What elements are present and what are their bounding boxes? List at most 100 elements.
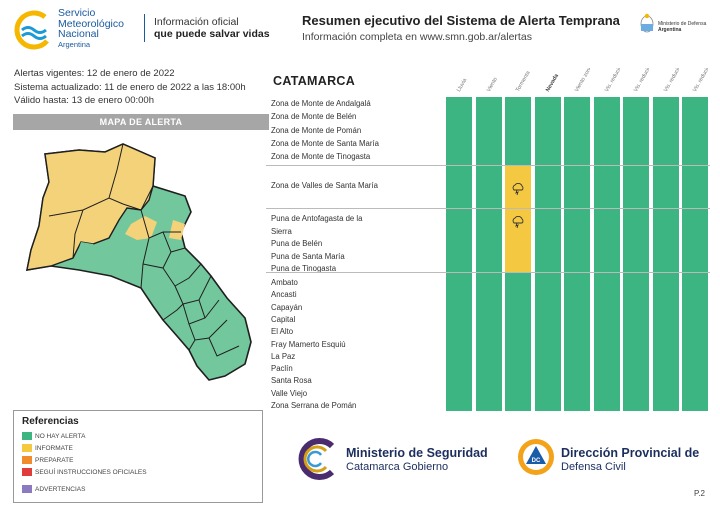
- column-header-label: Lluvia: [456, 77, 469, 93]
- header-divider: [144, 14, 145, 42]
- zone-label: Zona de Monte de Belén: [271, 112, 357, 122]
- column-header: Nevada: [535, 68, 561, 96]
- alert-cell-no-alert: [446, 97, 472, 165]
- province-title: CATAMARCA: [273, 74, 356, 88]
- page-number: P.2: [694, 489, 705, 498]
- zone-label: Ancasti: [271, 290, 297, 300]
- alert-cell-no-alert: [652, 97, 679, 165]
- group-divider: [266, 165, 710, 166]
- coat-of-arms-icon: [640, 13, 654, 33]
- column-header: Viento zonda: [564, 68, 590, 96]
- alert-cell-no-alert: [593, 273, 620, 411]
- map-header: MAPA DE ALERTA: [13, 114, 269, 130]
- alert-cell-no-alert: [564, 273, 590, 411]
- alert-cell-informate: [505, 209, 531, 272]
- reference-informate: INFORMATE: [22, 444, 73, 453]
- alert-cell-no-alert: [446, 209, 472, 272]
- ministry-line-1: Ministerio de Defensa: [658, 21, 707, 27]
- alert-cell-no-alert: [623, 166, 649, 208]
- alert-cell-no-alert: [682, 166, 708, 208]
- ministry-security-logo-icon: [298, 438, 335, 480]
- zone-label: Zona de Monte de Pomán: [271, 125, 362, 135]
- alert-cell-no-alert: [682, 209, 708, 272]
- alert-cell-no-alert: [534, 273, 561, 411]
- zone-label: El Alto: [271, 327, 294, 337]
- alert-cell-no-alert: [623, 97, 649, 165]
- zone-label: Sierra: [271, 226, 292, 236]
- storm-warning-icon: [512, 183, 524, 195]
- reference-instructions: SEGUÍ INSTRUCCIONES OFICIALES: [22, 468, 147, 477]
- references-title: Referencias: [22, 416, 79, 427]
- zone-label: Zona de Monte de Andalgalá: [271, 99, 371, 108]
- alert-cell-no-alert: [593, 209, 620, 272]
- alert-cell-no-alert: [475, 166, 502, 208]
- footer-ministry-title: Ministerio de Seguridad: [346, 446, 488, 460]
- civil-defense-logo-icon: DC: [518, 439, 554, 475]
- reference-label: INFORMATE: [35, 445, 73, 452]
- column-header-label: Viento zonda: [574, 68, 590, 93]
- zone-label: Puna de Belén: [271, 239, 323, 249]
- column-header: Lluvia: [446, 68, 472, 96]
- alert-cell-no-alert: [564, 97, 590, 165]
- alert-cell-no-alert: [534, 166, 561, 208]
- alert-cell-no-alert: [534, 97, 561, 165]
- references-box: Referencias NO HAY ALERTA INFORMATE PREP…: [13, 410, 263, 503]
- column-header: Vis. reducida por humo: [653, 68, 679, 96]
- swatch-preparate: [22, 456, 32, 465]
- column-header-label: Vis. reducida por polvo en suspensión: [604, 68, 620, 93]
- alert-cell-no-alert: [505, 273, 531, 411]
- group-divider: [266, 272, 710, 273]
- alert-cell-no-alert: [475, 97, 502, 165]
- reference-label: PREPARATE: [35, 457, 74, 464]
- zone-label: Capital: [271, 314, 296, 324]
- org-line-4: Argentina: [58, 39, 91, 49]
- alert-cell-no-alert: [446, 166, 472, 208]
- alerts-valid-date: Alertas vigentes: 12 de enero de 2022: [14, 68, 175, 79]
- footer-dc-sub: Defensa Civil: [561, 461, 626, 473]
- tagline: Información oficial que puede salvar vid…: [154, 16, 270, 40]
- column-header: Vis. reducida por niebla: [682, 68, 708, 96]
- reference-label: NO HAY ALERTA: [35, 433, 86, 440]
- zone-label: Puna de Tinogasta: [271, 264, 337, 274]
- column-header-label: Vis. reducida por ceniza volcánica: [633, 68, 649, 93]
- reference-label: SEGUÍ INSTRUCCIONES OFICIALES: [35, 469, 147, 476]
- column-header-label: Tormenta: [515, 70, 531, 93]
- zone-label: Santa Rosa: [271, 376, 312, 386]
- zone-label: Ambato: [271, 278, 298, 287]
- dc-badge-text: DC: [532, 458, 541, 464]
- alert-cell-informate: [505, 166, 531, 208]
- reference-no-alert: NO HAY ALERTA: [22, 432, 85, 441]
- tagline-line-1: Información oficial: [154, 16, 239, 28]
- alert-cell-no-alert: [682, 273, 708, 411]
- reference-preparate: PREPARATE: [22, 456, 73, 465]
- alert-cell-no-alert: [505, 97, 531, 165]
- ministry-line-2: Argentina: [658, 27, 682, 33]
- org-line-1: Servicio: [58, 7, 96, 19]
- zone-label: Zona de Valles de Santa María: [271, 181, 378, 190]
- column-header-label: Vis. reducida por humo: [663, 68, 679, 93]
- swatch-no-alert: [22, 432, 32, 441]
- system-updated: Sistema actualizado: 11 de enero de 2022…: [14, 81, 246, 93]
- page-subtitle: Información completa en www.smn.gob.ar/a…: [302, 31, 532, 43]
- alert-cell-no-alert: [652, 166, 679, 208]
- alert-cell-no-alert: [564, 166, 590, 208]
- alert-cell-no-alert: [593, 97, 620, 165]
- zone-label: Puna de Antofagasta de la: [271, 214, 363, 223]
- alert-cell-no-alert: [564, 209, 590, 272]
- alert-cell-no-alert: [682, 97, 708, 165]
- alert-cell-no-alert: [534, 209, 561, 272]
- column-header: Vis. reducida por polvo en suspensión: [594, 68, 620, 96]
- page-title: Resumen ejecutivo del Sistema de Alerta …: [302, 13, 620, 28]
- column-header-label: Vis. reducida por niebla: [692, 68, 708, 93]
- alert-info: Alertas vigentes: 12 de enero de 2022 Si…: [14, 67, 246, 108]
- column-header: Tormenta: [505, 68, 531, 96]
- smn-org-name: Servicio Meteorológico Nacional Argentin…: [58, 8, 124, 49]
- footer-ministry-sub: Catamarca Gobierno: [346, 461, 449, 473]
- alert-cell-no-alert: [652, 273, 679, 411]
- zone-label: La Paz: [271, 351, 296, 361]
- column-header-label: Viento: [485, 76, 499, 93]
- swatch-informate: [22, 444, 32, 453]
- org-line-2: Meteorológico: [58, 17, 124, 30]
- alert-cell-no-alert: [652, 209, 679, 272]
- alert-cell-no-alert: [475, 209, 502, 272]
